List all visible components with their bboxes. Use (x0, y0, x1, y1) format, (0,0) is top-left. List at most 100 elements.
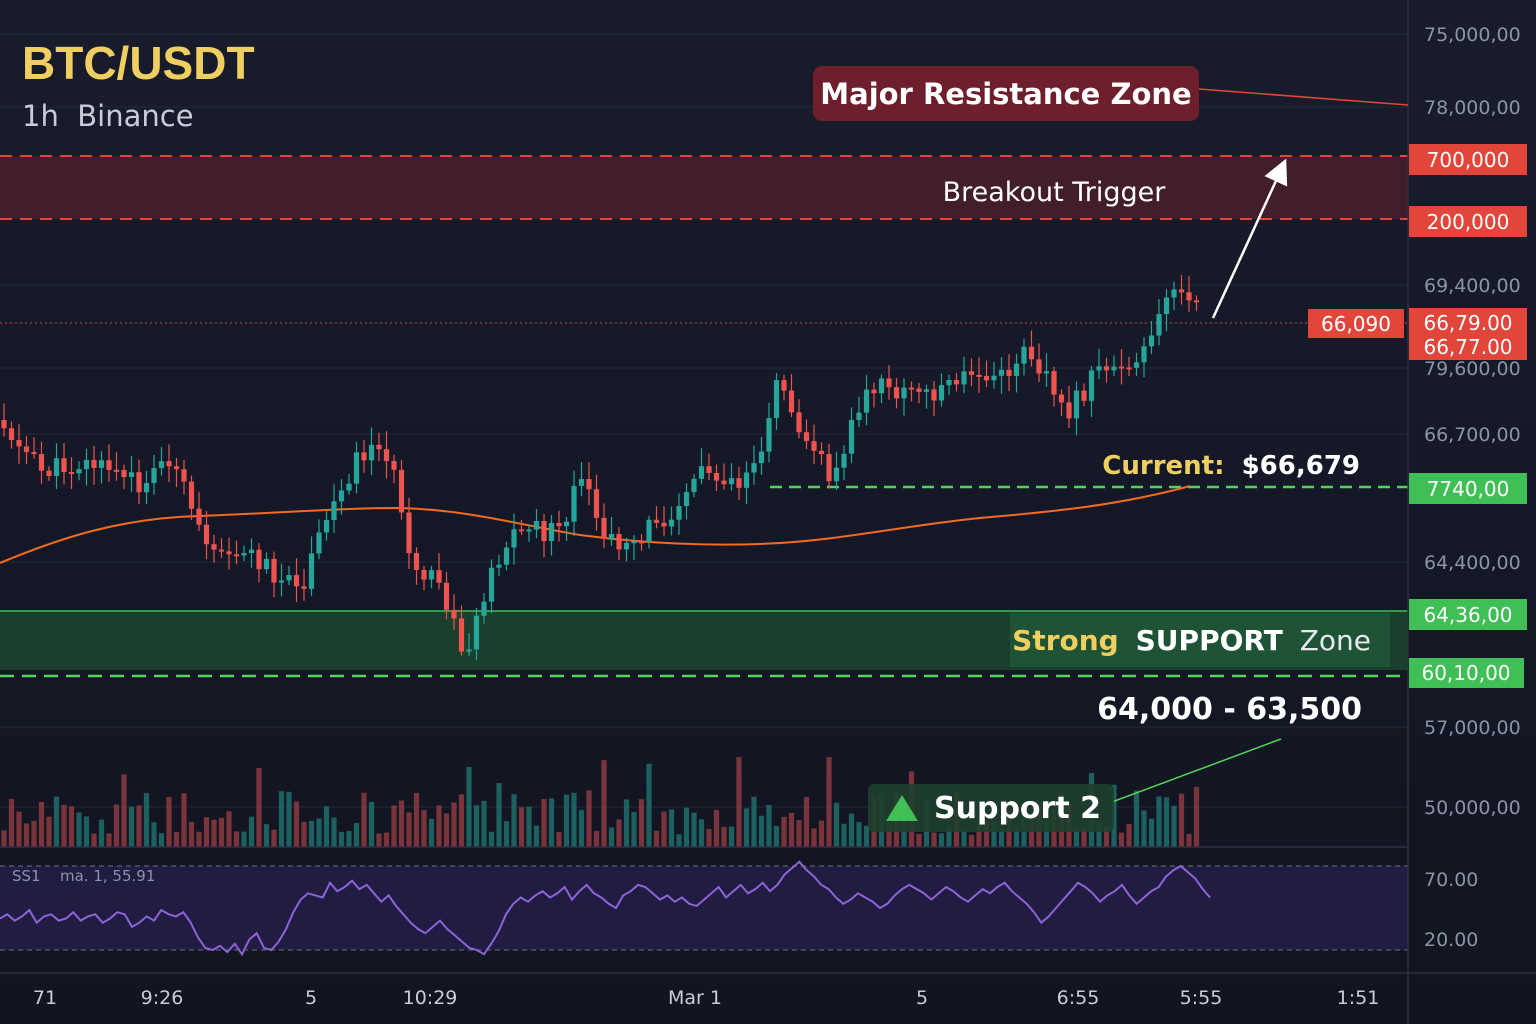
candle (916, 382, 922, 404)
candle-body (653, 519, 660, 523)
candle-body (173, 466, 180, 470)
volume-bar (121, 774, 127, 847)
candle (53, 443, 60, 489)
volume-bar (788, 812, 795, 847)
candle (571, 470, 577, 537)
volume-bar (368, 801, 375, 847)
candle-body (1141, 346, 1147, 363)
tag-66090-bg (1308, 309, 1404, 338)
candle-body (1103, 366, 1110, 371)
volume-bar (968, 834, 975, 847)
volume-bar (421, 810, 427, 847)
candle (233, 540, 240, 565)
volume-bar (563, 794, 570, 847)
candle (556, 510, 562, 542)
candle (796, 399, 802, 439)
candle (893, 378, 900, 409)
candle (466, 633, 472, 657)
candle-body (143, 483, 150, 493)
candle-body (758, 451, 765, 464)
candle-body (46, 470, 52, 476)
candle (458, 605, 465, 656)
candle-body (706, 466, 712, 473)
candle-body (781, 380, 787, 391)
candle (938, 373, 945, 407)
volume-bar (173, 832, 180, 847)
candle-body (391, 461, 397, 470)
candle-body (728, 478, 735, 485)
candle (113, 452, 120, 481)
candle-body (961, 371, 967, 385)
candle (773, 372, 780, 430)
candle (286, 565, 292, 586)
volume-bar (286, 791, 292, 847)
chart-subtitle: 1h Binance (22, 99, 194, 133)
candle-body (818, 450, 825, 455)
volume-bar (691, 812, 697, 847)
candle-body (91, 459, 97, 468)
volume-bar (781, 816, 787, 847)
candle (511, 513, 517, 565)
candle-body (638, 541, 645, 544)
volume-bar (443, 813, 450, 847)
candle (406, 497, 412, 569)
candle-body (796, 412, 802, 433)
volume-bar (188, 822, 195, 847)
volume-bar (758, 815, 765, 847)
candle-body (31, 452, 37, 455)
candle (683, 483, 690, 520)
candle (548, 515, 555, 556)
volume-bar (661, 811, 667, 847)
price-level-tags: 700,000 200,000 66,090 66,79.00 66,77.00… (1308, 144, 1527, 688)
candle (638, 534, 645, 551)
volume-bar (1096, 822, 1102, 847)
volume-bar (526, 806, 532, 847)
candle (1118, 349, 1125, 385)
volume-bar (293, 801, 300, 847)
candle (1096, 348, 1102, 380)
candle (1126, 356, 1132, 377)
volume-bar (338, 831, 345, 847)
tag-200000: 200,000 (1427, 210, 1510, 234)
candle-body (766, 418, 772, 452)
candle (203, 511, 210, 560)
candle-body (593, 489, 600, 518)
volume-bar (938, 833, 945, 847)
volume-bar (818, 820, 825, 847)
candle (1073, 381, 1080, 436)
candle-body (481, 601, 487, 616)
volume-bar (863, 825, 870, 847)
candle (653, 506, 660, 529)
volume-bar (61, 804, 67, 847)
candle-body (16, 440, 22, 447)
candle (23, 436, 30, 465)
candle (181, 459, 187, 495)
candle (278, 563, 285, 597)
candle (1193, 295, 1200, 311)
candle-body (1058, 394, 1065, 403)
candle (16, 424, 22, 464)
volume-bar (1133, 790, 1140, 847)
candle-body (848, 419, 855, 454)
candle (863, 375, 870, 426)
volume-bar (511, 794, 517, 847)
candle (781, 374, 787, 401)
candle (301, 568, 307, 601)
rsi-params: ma. 1, 55.91 (60, 867, 155, 885)
volume-bar (991, 821, 997, 847)
tag-current-b: 66,77.00 (1423, 335, 1512, 359)
price-tick: 66,700,00 (1424, 424, 1521, 446)
candle (1186, 276, 1192, 312)
grid (0, 33, 1408, 808)
candle-body (1021, 346, 1027, 364)
volume-bar (308, 820, 315, 847)
candle-body (533, 521, 540, 530)
candle-body (488, 567, 495, 602)
candle-body (316, 532, 322, 554)
candle-body (23, 446, 30, 453)
candle-body (158, 461, 165, 469)
volume-bar (1081, 827, 1087, 847)
candle (803, 419, 810, 450)
candle-body (473, 615, 480, 650)
